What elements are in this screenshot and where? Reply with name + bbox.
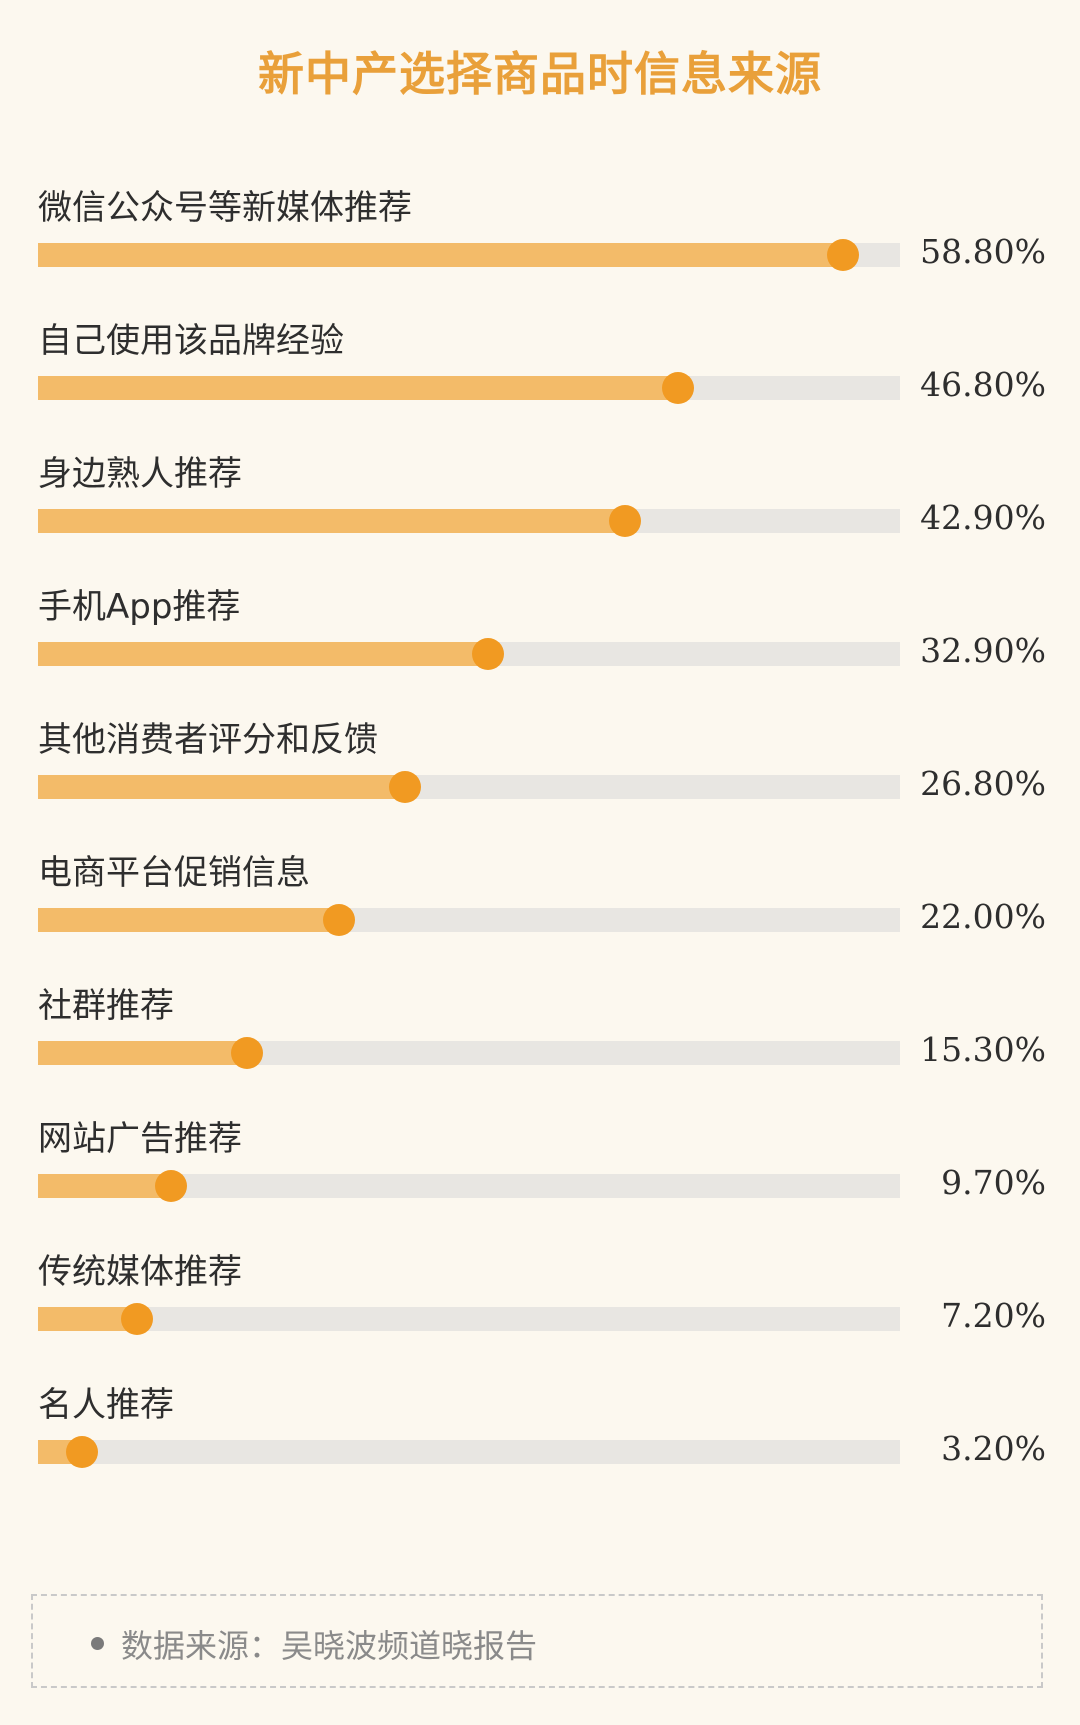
bar — [38, 1174, 171, 1198]
bar-row: 网站广告推荐 9.70% — [0, 1111, 1080, 1244]
bar-track — [38, 908, 900, 932]
bar-row: 传统媒体推荐 7.20% — [0, 1244, 1080, 1377]
category-label: 网站广告推荐 — [38, 1119, 242, 1159]
bar-row: 其他消费者评分和反馈 26.80% — [0, 712, 1080, 845]
value-label: 46.80% — [920, 365, 1046, 404]
bar-end-marker — [662, 372, 695, 404]
category-label: 电商平台促销信息 — [38, 853, 310, 893]
bar-end-marker — [608, 505, 641, 537]
bar-end-marker — [231, 1037, 264, 1069]
category-label: 其他消费者评分和反馈 — [38, 720, 378, 760]
bar-track — [38, 642, 900, 666]
bar-track — [38, 509, 900, 533]
bar-row: 社群推荐 15.30% — [0, 978, 1080, 1111]
bar — [38, 1041, 248, 1065]
category-label: 自己使用该品牌经验 — [38, 321, 344, 361]
bar — [38, 642, 489, 666]
bar — [38, 775, 405, 799]
chart-title: 新中产选择商品时信息来源 — [258, 47, 822, 101]
source-box: 数据来源：吴晓波频道晓报告 — [31, 1594, 1043, 1688]
bar-row: 名人推荐 3.20% — [0, 1377, 1080, 1510]
bar-end-marker — [472, 638, 505, 670]
value-label: 7.20% — [941, 1296, 1046, 1335]
value-label: 22.00% — [920, 897, 1046, 936]
bar-track — [38, 775, 900, 799]
bar-row: 身边熟人推荐 42.90% — [0, 446, 1080, 579]
bar — [38, 1307, 137, 1331]
bar-end-marker — [323, 904, 356, 936]
value-label: 3.20% — [941, 1429, 1046, 1468]
bar — [38, 376, 679, 400]
bar-row: 手机App推荐 32.90% — [0, 579, 1080, 712]
bar-end-marker — [65, 1436, 98, 1468]
value-label: 32.90% — [920, 631, 1046, 670]
category-label: 传统媒体推荐 — [38, 1252, 242, 1292]
value-label: 26.80% — [920, 764, 1046, 803]
bar-end-marker — [826, 239, 859, 271]
value-label: 58.80% — [920, 232, 1046, 271]
bar-track — [38, 243, 900, 267]
bullet-icon — [91, 1637, 104, 1650]
source-text: 数据来源：吴晓波频道晓报告 — [121, 1627, 538, 1665]
bar-track — [38, 1307, 900, 1331]
bar-end-marker — [388, 771, 421, 803]
value-label: 42.90% — [920, 498, 1046, 537]
value-label: 15.30% — [920, 1030, 1046, 1069]
bar-track — [38, 1440, 900, 1464]
value-label: 9.70% — [941, 1163, 1046, 1202]
category-label: 名人推荐 — [38, 1385, 174, 1425]
category-label: 社群推荐 — [38, 986, 174, 1026]
bar — [38, 509, 625, 533]
bar-chart: 微信公众号等新媒体推荐 58.80% 自己使用该品牌经验 46.80% 身边熟人推荐 42… — [0, 180, 1080, 1510]
bar-track — [38, 376, 900, 400]
bar-end-marker — [120, 1303, 153, 1335]
bar-row: 自己使用该品牌经验 46.80% — [0, 313, 1080, 446]
bar-track — [38, 1041, 900, 1065]
category-label: 微信公众号等新媒体推荐 — [38, 188, 412, 228]
bar — [38, 243, 843, 267]
bar-row: 电商平台促销信息 22.00% — [0, 845, 1080, 978]
category-label: 身边熟人推荐 — [38, 454, 242, 494]
category-label: 手机App推荐 — [38, 587, 241, 627]
bar — [38, 908, 340, 932]
bar-row: 微信公众号等新媒体推荐 58.80% — [0, 180, 1080, 313]
bar-end-marker — [154, 1170, 187, 1202]
